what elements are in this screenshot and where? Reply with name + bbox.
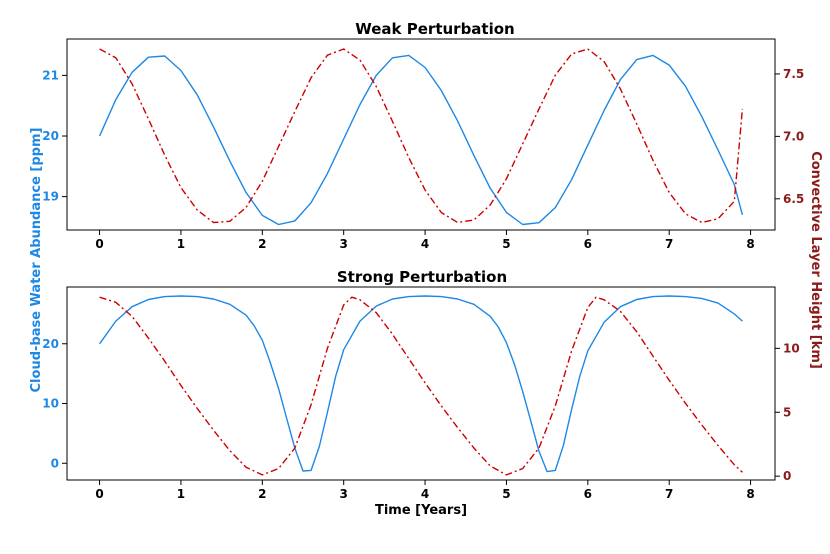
y-tick-label-right: 10: [783, 341, 800, 355]
series-line-water: [99, 295, 743, 473]
right-ticks-weak: 6.5 7.0 7.5: [775, 67, 804, 206]
axes-frame-strong: [66, 286, 776, 481]
x-tick-label: 0: [95, 487, 103, 501]
x-tick-label: 1: [177, 487, 185, 501]
left-ticks-strong: 0 10 20: [42, 337, 67, 470]
y-tick-label-right: 0: [783, 469, 791, 483]
series-line-height: [99, 48, 744, 224]
x-ticks-strong: 0 1 2 3 4 5 6 7 8: [95, 480, 755, 501]
y-axis-label-right: Convective Layer Height [km]: [808, 151, 823, 369]
y-tick-label-left: 19: [42, 190, 59, 204]
x-tick-label: 3: [340, 487, 348, 501]
axes-frame-weak: [66, 38, 776, 231]
x-axis-label: Time [Years]: [375, 503, 467, 518]
x-tick-label: 0: [95, 237, 103, 251]
title-weak: Weak Perturbation: [355, 20, 514, 38]
y-tick-label-right: 5: [783, 405, 791, 419]
y-tick-label-left: 0: [51, 456, 59, 470]
x-tick-label: 8: [746, 237, 754, 251]
y-axis-label-left: Cloud-base Water Abundance [ppm]: [29, 128, 44, 393]
lines-strong: [99, 295, 743, 476]
x-tick-label: 2: [258, 487, 266, 501]
y-tick-label-right: 7.5: [783, 67, 804, 81]
panel-weak: Weak Perturbation 0 1 2 3 4 5 6 7 8 19 20 21 6.5 7.…: [42, 20, 804, 251]
y-tick-label-left: 20: [42, 337, 59, 351]
series-line-height: [99, 296, 743, 476]
x-ticks-weak: 0 1 2 3 4 5 6 7 8: [95, 230, 755, 251]
x-tick-label: 7: [665, 487, 673, 501]
x-tick-label: 6: [584, 487, 592, 501]
x-tick-label: 4: [421, 237, 429, 251]
x-tick-label: 7: [665, 237, 673, 251]
x-tick-label: 8: [746, 487, 754, 501]
x-tick-label: 4: [421, 487, 429, 501]
left-ticks-weak: 19 20 21: [42, 68, 67, 204]
panel-strong: Strong Perturbation 0 1 2 3 4 5 6 7 8 0 10 20 0 5 10: [42, 268, 799, 501]
y-tick-label-left: 20: [42, 129, 59, 143]
x-tick-label: 1: [177, 237, 185, 251]
x-tick-label: 5: [502, 487, 510, 501]
y-tick-label-left: 21: [42, 68, 59, 82]
y-tick-label-left: 10: [42, 397, 59, 411]
x-tick-label: 2: [258, 237, 266, 251]
series-line-water: [98, 54, 744, 226]
x-tick-label: 5: [502, 237, 510, 251]
lines-weak: [98, 48, 744, 226]
title-strong: Strong Perturbation: [337, 268, 507, 286]
y-tick-label-right: 7.0: [783, 129, 804, 143]
right-ticks-strong: 0 5 10: [775, 341, 800, 483]
x-tick-label: 6: [584, 237, 592, 251]
y-tick-label-right: 6.5: [783, 192, 804, 206]
x-tick-label: 3: [340, 237, 348, 251]
